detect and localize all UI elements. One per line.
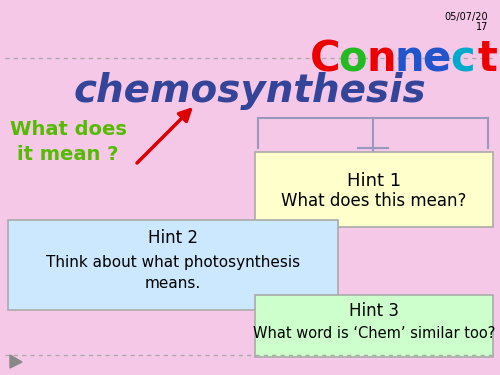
Text: chemosynthesis: chemosynthesis [74,72,426,110]
Text: n: n [394,38,424,80]
FancyBboxPatch shape [8,220,338,310]
Text: o: o [338,38,366,80]
Text: C: C [310,38,340,80]
Text: Hint 2: Hint 2 [148,229,198,247]
Text: Hint 1: Hint 1 [347,172,401,190]
Text: What word is ‘Chem’ similar too?: What word is ‘Chem’ similar too? [253,326,495,340]
Text: means.: means. [145,276,201,291]
Text: What does
it mean ?: What does it mean ? [10,120,126,164]
Text: Hint 3: Hint 3 [349,302,399,320]
Text: n: n [366,38,396,80]
Text: What does this mean?: What does this mean? [282,192,467,210]
Text: 17: 17 [476,22,488,32]
FancyBboxPatch shape [255,295,493,357]
Polygon shape [10,355,22,368]
FancyBboxPatch shape [255,152,493,227]
Text: t: t [478,38,498,80]
Text: Think about what photosynthesis: Think about what photosynthesis [46,255,300,270]
Text: 05/07/20: 05/07/20 [444,12,488,22]
Text: e: e [422,38,450,80]
Text: c: c [450,38,474,80]
